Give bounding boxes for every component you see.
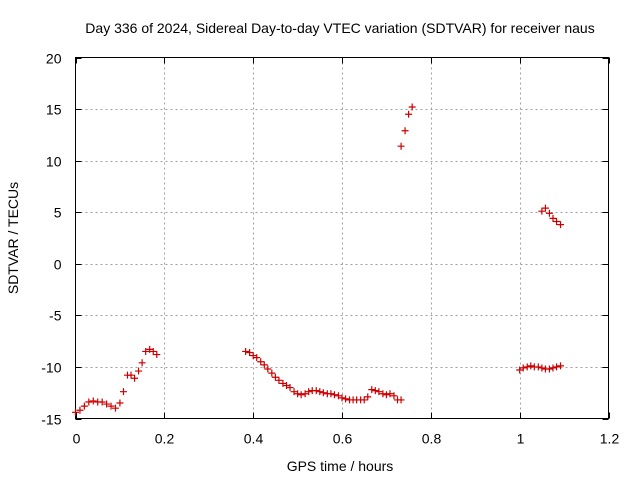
data-point: [149, 347, 157, 355]
y-tick-label: 20: [46, 51, 62, 67]
data-point: [382, 391, 390, 399]
x-tick-label: 0.2: [155, 431, 175, 447]
data-point: [527, 362, 535, 370]
x-tick-label: 0: [73, 431, 81, 447]
data-point: [138, 359, 146, 367]
data-point: [534, 363, 542, 371]
data-point: [375, 388, 383, 396]
data-point: [116, 399, 124, 407]
x-tick-label: 1.2: [600, 431, 620, 447]
data-point: [282, 381, 290, 389]
data-point: [297, 391, 305, 399]
data-point: [364, 393, 372, 401]
x-axis-label: GPS time / hours: [287, 458, 394, 474]
data-point: [301, 390, 309, 398]
data-point: [80, 402, 88, 410]
data-point: [360, 396, 368, 404]
data-point: [379, 390, 387, 398]
data-point: [268, 369, 276, 377]
data-point: [371, 387, 379, 395]
data-point: [111, 404, 119, 412]
x-tick-label: 0.6: [333, 431, 353, 447]
y-tick-label: -5: [49, 308, 62, 324]
data-point: [408, 103, 416, 111]
data-point: [103, 400, 111, 408]
data-point: [119, 388, 127, 396]
data-point: [271, 373, 279, 381]
data-points: [72, 103, 565, 416]
y-tick-label: 10: [46, 154, 62, 170]
data-point: [89, 397, 97, 405]
data-point: [316, 388, 324, 396]
data-point: [557, 221, 565, 229]
data-point: [397, 396, 405, 404]
data-point: [127, 371, 135, 379]
data-point: [275, 376, 283, 384]
data-point: [368, 386, 376, 394]
data-point: [545, 209, 553, 217]
data-point: [286, 384, 294, 392]
y-tick-label: 0: [54, 257, 62, 273]
data-point: [397, 142, 405, 150]
data-point: [538, 207, 546, 215]
data-point: [553, 363, 561, 371]
data-point: [538, 364, 546, 372]
y-tick-label: 5: [54, 205, 62, 221]
y-tick-label: -15: [41, 412, 61, 428]
data-point: [135, 367, 143, 375]
data-point: [334, 392, 342, 400]
data-point: [249, 352, 257, 360]
data-point: [242, 347, 250, 355]
data-point: [76, 406, 84, 414]
data-point: [142, 347, 150, 355]
data-point: [107, 402, 115, 410]
data-point: [153, 351, 161, 359]
data-point: [290, 388, 298, 396]
data-point: [557, 362, 565, 370]
plot-frame: [75, 57, 609, 419]
data-point: [294, 390, 302, 398]
y-tick-label: 15: [46, 102, 62, 118]
data-point: [523, 363, 531, 371]
data-point: [131, 374, 139, 382]
x-tick-label: 0.4: [244, 431, 264, 447]
data-point: [253, 354, 261, 362]
data-point: [327, 390, 335, 398]
chart-title: Day 336 of 2024, Sidereal Day-to-day VTE…: [85, 20, 594, 36]
data-point: [330, 391, 338, 399]
y-axis-label: SDTVAR / TECUs: [5, 182, 21, 294]
data-point: [549, 214, 557, 222]
data-point: [553, 217, 561, 225]
data-point: [390, 392, 398, 400]
x-tick-label: 0.8: [422, 431, 442, 447]
data-point: [146, 345, 154, 353]
data-point: [541, 204, 549, 212]
data-point: [545, 365, 553, 373]
data-point: [519, 364, 527, 372]
data-point: [312, 387, 320, 395]
data-point: [260, 361, 268, 369]
data-point: [85, 398, 93, 406]
data-point: [319, 389, 327, 397]
data-point: [338, 394, 346, 402]
data-point: [405, 110, 413, 118]
data-point: [246, 348, 254, 356]
grid-lines: [75, 57, 609, 419]
axis-ticks: 0 0.2 0.4 0.6 0.8 1 1.2 -15 -10 -5 0 5 10 15 20: [41, 51, 619, 447]
data-point: [98, 398, 106, 406]
data-point: [264, 365, 272, 373]
data-point: [279, 379, 287, 387]
data-point: [549, 364, 557, 372]
x-tick-label: 1: [517, 431, 525, 447]
data-point: [257, 358, 265, 366]
y-tick-label: -10: [41, 360, 61, 376]
data-point: [386, 390, 394, 398]
data-point: [72, 408, 79, 416]
data-point: [516, 366, 524, 374]
data-point: [342, 395, 350, 403]
data-point: [401, 127, 409, 135]
data-point: [305, 388, 313, 396]
